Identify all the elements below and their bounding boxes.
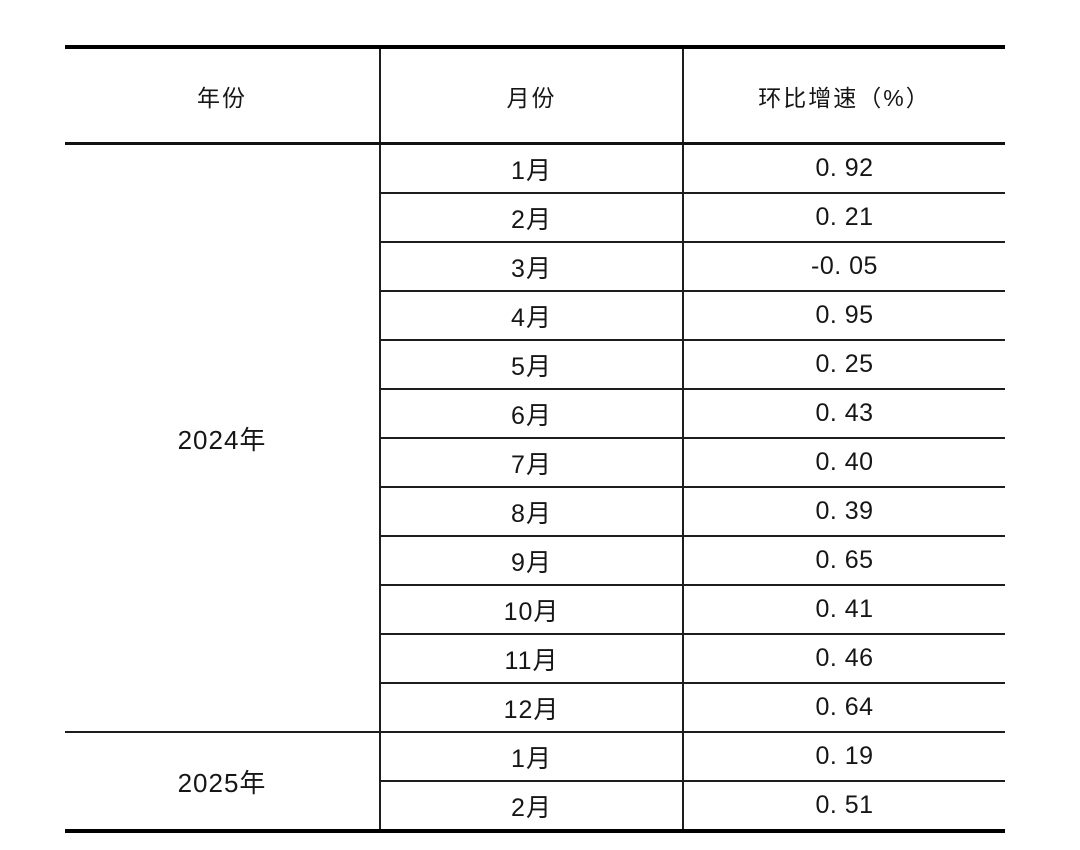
growth-rate-table: 年份 月份 环比增速（%） 2024年 1月 0. 92 2月 0. 21 3月 -0. 0… (65, 45, 1005, 833)
col-header-year: 年份 (65, 47, 380, 145)
table-row: 6月 0. 43 (65, 389, 1005, 439)
year-cell: 2025年 (65, 732, 380, 832)
value-cell: 0. 64 (682, 683, 1005, 733)
month-cell: 3月 (379, 242, 683, 292)
table-row: 8月 0. 39 (65, 487, 1005, 537)
month-cell: 12月 (379, 683, 683, 733)
table-row: 2025年 1月 0. 19 (65, 732, 1005, 832)
table-row: 5月 0. 25 (65, 340, 1005, 390)
value-cell: 0. 21 (682, 193, 1005, 243)
month-cell: 1月 (379, 732, 683, 782)
value-cell: 0. 92 (682, 143, 1005, 194)
table-body: 2024年 1月 0. 92 2月 0. 21 3月 -0. 05 4月 0. 95 5月 0. 2… (65, 143, 1005, 832)
month-cell: 2月 (379, 781, 683, 832)
table-row: 2月 0. 51 (65, 781, 1005, 832)
value-cell: 0. 40 (682, 438, 1005, 488)
value-cell: 0. 95 (682, 291, 1005, 341)
col-header-growth: 环比增速（%） (682, 47, 1005, 145)
header-row: 年份 月份 环比增速（%） (65, 47, 1005, 145)
month-cell: 11月 (379, 634, 683, 684)
table-row: 7月 0. 40 (65, 438, 1005, 488)
table-row: 10月 0. 41 (65, 585, 1005, 635)
value-cell: 0. 51 (682, 781, 1005, 832)
value-cell: 0. 39 (682, 487, 1005, 537)
table-row: 11月 0. 46 (65, 634, 1005, 684)
month-cell: 2月 (379, 193, 683, 243)
value-cell: 0. 46 (682, 634, 1005, 684)
month-cell: 7月 (379, 438, 683, 488)
table-row: 2024年 1月 0. 92 (65, 143, 1005, 733)
year-cell: 2024年 (65, 143, 380, 733)
month-cell: 5月 (379, 340, 683, 390)
month-cell: 8月 (379, 487, 683, 537)
value-cell: 0. 43 (682, 389, 1005, 439)
table-header: 年份 月份 环比增速（%） (65, 47, 1005, 145)
month-cell: 4月 (379, 291, 683, 341)
value-cell: 0. 25 (682, 340, 1005, 390)
table-row: 2月 0. 21 (65, 193, 1005, 243)
table-row: 3月 -0. 05 (65, 242, 1005, 292)
value-cell: 0. 41 (682, 585, 1005, 635)
table-row: 4月 0. 95 (65, 291, 1005, 341)
month-cell: 6月 (379, 389, 683, 439)
value-cell: 0. 19 (682, 732, 1005, 782)
table-row: 9月 0. 65 (65, 536, 1005, 586)
month-cell: 9月 (379, 536, 683, 586)
col-header-month: 月份 (379, 47, 683, 145)
value-cell: -0. 05 (682, 242, 1005, 292)
month-cell: 1月 (379, 143, 683, 194)
value-cell: 0. 65 (682, 536, 1005, 586)
table-row: 12月 0. 64 (65, 683, 1005, 733)
month-cell: 10月 (379, 585, 683, 635)
